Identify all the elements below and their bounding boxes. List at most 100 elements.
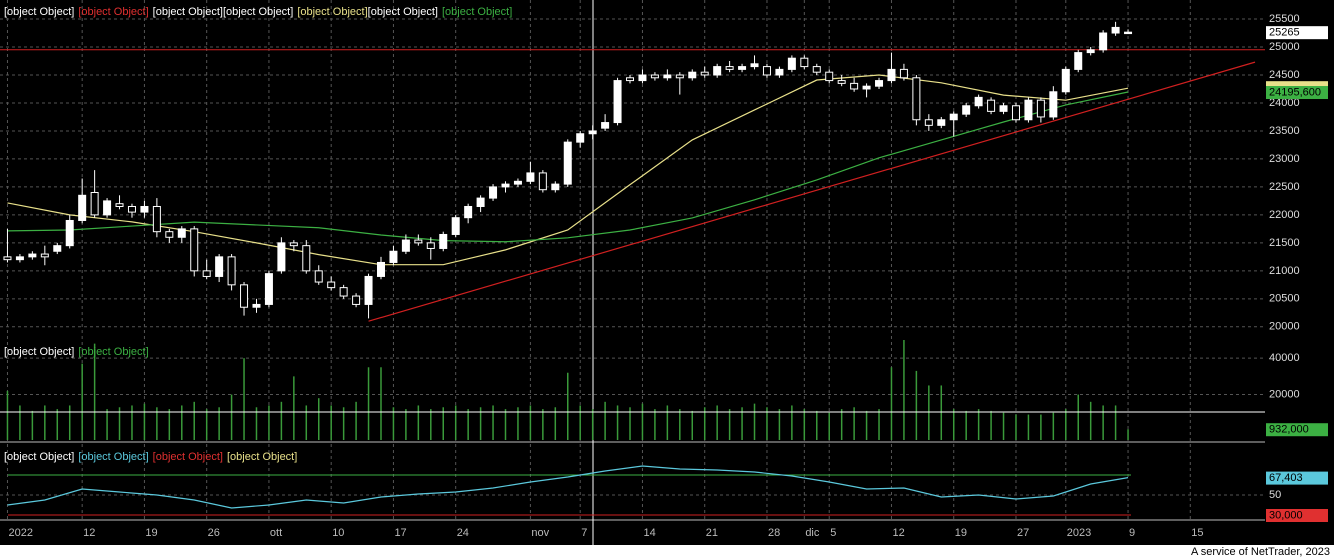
candle-body: [339, 287, 348, 297]
panel-title: [object Object] [object Object] [object Ob…: [4, 6, 512, 18]
candle-body: [837, 80, 846, 84]
y-tick-label: 25500: [1269, 13, 1300, 25]
candle-body: [999, 105, 1008, 112]
footer-strip: [0, 545, 1334, 559]
candle-body: [426, 242, 435, 249]
footer: A service of NetTrader, 2023: [1191, 546, 1330, 558]
x-tick-label: 12: [83, 527, 95, 539]
candle-body: [252, 303, 261, 308]
candle-body: [812, 66, 821, 73]
candle-body: [962, 105, 971, 115]
candle-body: [489, 186, 498, 199]
panel-title: [object Object] [object Object] [object Ob…: [4, 451, 297, 463]
candle-body: [1086, 49, 1095, 54]
candle-body: [862, 85, 871, 90]
title-part: [object Object]: [153, 451, 223, 463]
title-part: [object Object]: [153, 6, 223, 18]
y-tick-label: 20000: [1269, 321, 1300, 333]
title-part: [object Object]: [297, 6, 367, 18]
x-tick-label: ott: [270, 527, 282, 539]
candle-body: [899, 68, 908, 79]
y-tick-label: 21000: [1269, 265, 1300, 277]
candle-body: [401, 239, 410, 252]
last-value-box: [1266, 86, 1328, 100]
candle-body: [924, 119, 933, 126]
y-tick-label: 20500: [1269, 293, 1300, 305]
candle-body: [650, 74, 659, 79]
candle-body: [3, 256, 12, 261]
x-tick-label: 14: [643, 527, 655, 539]
last-value-label: 24195,600: [1269, 86, 1321, 98]
candle-body: [439, 233, 448, 249]
candle-body: [675, 74, 684, 79]
x-tick-label: 24: [457, 527, 469, 539]
title-part: [object Object]: [4, 6, 74, 18]
candle-body: [1124, 31, 1133, 35]
last-value-box: [1266, 423, 1328, 437]
x-tick-label: 2022: [8, 527, 32, 539]
candle-body: [264, 273, 273, 305]
candle-body: [1011, 105, 1020, 121]
y-tick-label: 22000: [1269, 209, 1300, 221]
candle-body: [1036, 99, 1045, 118]
candle-body: [302, 245, 311, 272]
candle-body: [314, 270, 323, 283]
last-value-label: 25265: [1269, 27, 1300, 39]
candle-body: [787, 57, 796, 70]
candle-body: [1099, 32, 1108, 51]
candle-body: [700, 71, 709, 76]
candle-body: [762, 66, 771, 76]
candle-body: [1111, 26, 1120, 34]
candle-body: [227, 256, 236, 286]
candle-body: [115, 203, 124, 207]
title-part: [object Object]: [4, 451, 74, 463]
candle-body: [638, 74, 647, 82]
x-tick-label: 9: [1129, 527, 1135, 539]
candle-body: [202, 270, 211, 277]
candle-body: [563, 141, 572, 185]
candle-body: [289, 242, 298, 247]
candle-body: [78, 194, 87, 221]
candle-body: [725, 66, 734, 70]
x-tick-label: 17: [394, 527, 406, 539]
candle-body: [538, 172, 547, 191]
candle-body: [1049, 91, 1058, 118]
candle-body: [588, 130, 597, 135]
candle-body: [526, 172, 535, 182]
trend-line: [368, 61, 1256, 322]
x-tick-label: 26: [208, 527, 220, 539]
x-tick-label: dic: [805, 527, 820, 539]
candle-body: [464, 205, 473, 219]
y-tick-label: 20000: [1269, 388, 1300, 400]
y-tick-label: 24500: [1269, 69, 1300, 81]
x-tick-label: 10: [332, 527, 344, 539]
x-tick-label: 12: [892, 527, 904, 539]
candle-body: [663, 74, 672, 79]
y-tick-label: 23500: [1269, 125, 1300, 137]
candle-body: [800, 57, 809, 68]
y-tick-label: 21500: [1269, 237, 1300, 249]
x-tick-label: 2023: [1067, 527, 1091, 539]
candle-body: [215, 256, 224, 277]
candle-body: [949, 113, 958, 121]
title-part: [object Object]: [78, 6, 148, 18]
candle-body: [825, 71, 834, 82]
candle-body: [451, 217, 460, 235]
candle-body: [65, 219, 74, 247]
candle-body: [376, 261, 385, 277]
title-part: [object Object]: [368, 6, 438, 18]
background: [0, 0, 1334, 545]
candle-body: [974, 96, 983, 107]
candle-body: [1074, 52, 1083, 70]
candle-body: [140, 205, 149, 213]
candle-body: [750, 63, 759, 68]
candle-body: [277, 242, 286, 272]
candle-body: [240, 284, 249, 308]
title-part: [object Object]: [223, 6, 293, 18]
candle-body: [127, 205, 136, 213]
title-part: [object Object]: [78, 346, 148, 358]
y-tick-label: 24000: [1269, 97, 1300, 109]
candle-body: [103, 200, 112, 216]
